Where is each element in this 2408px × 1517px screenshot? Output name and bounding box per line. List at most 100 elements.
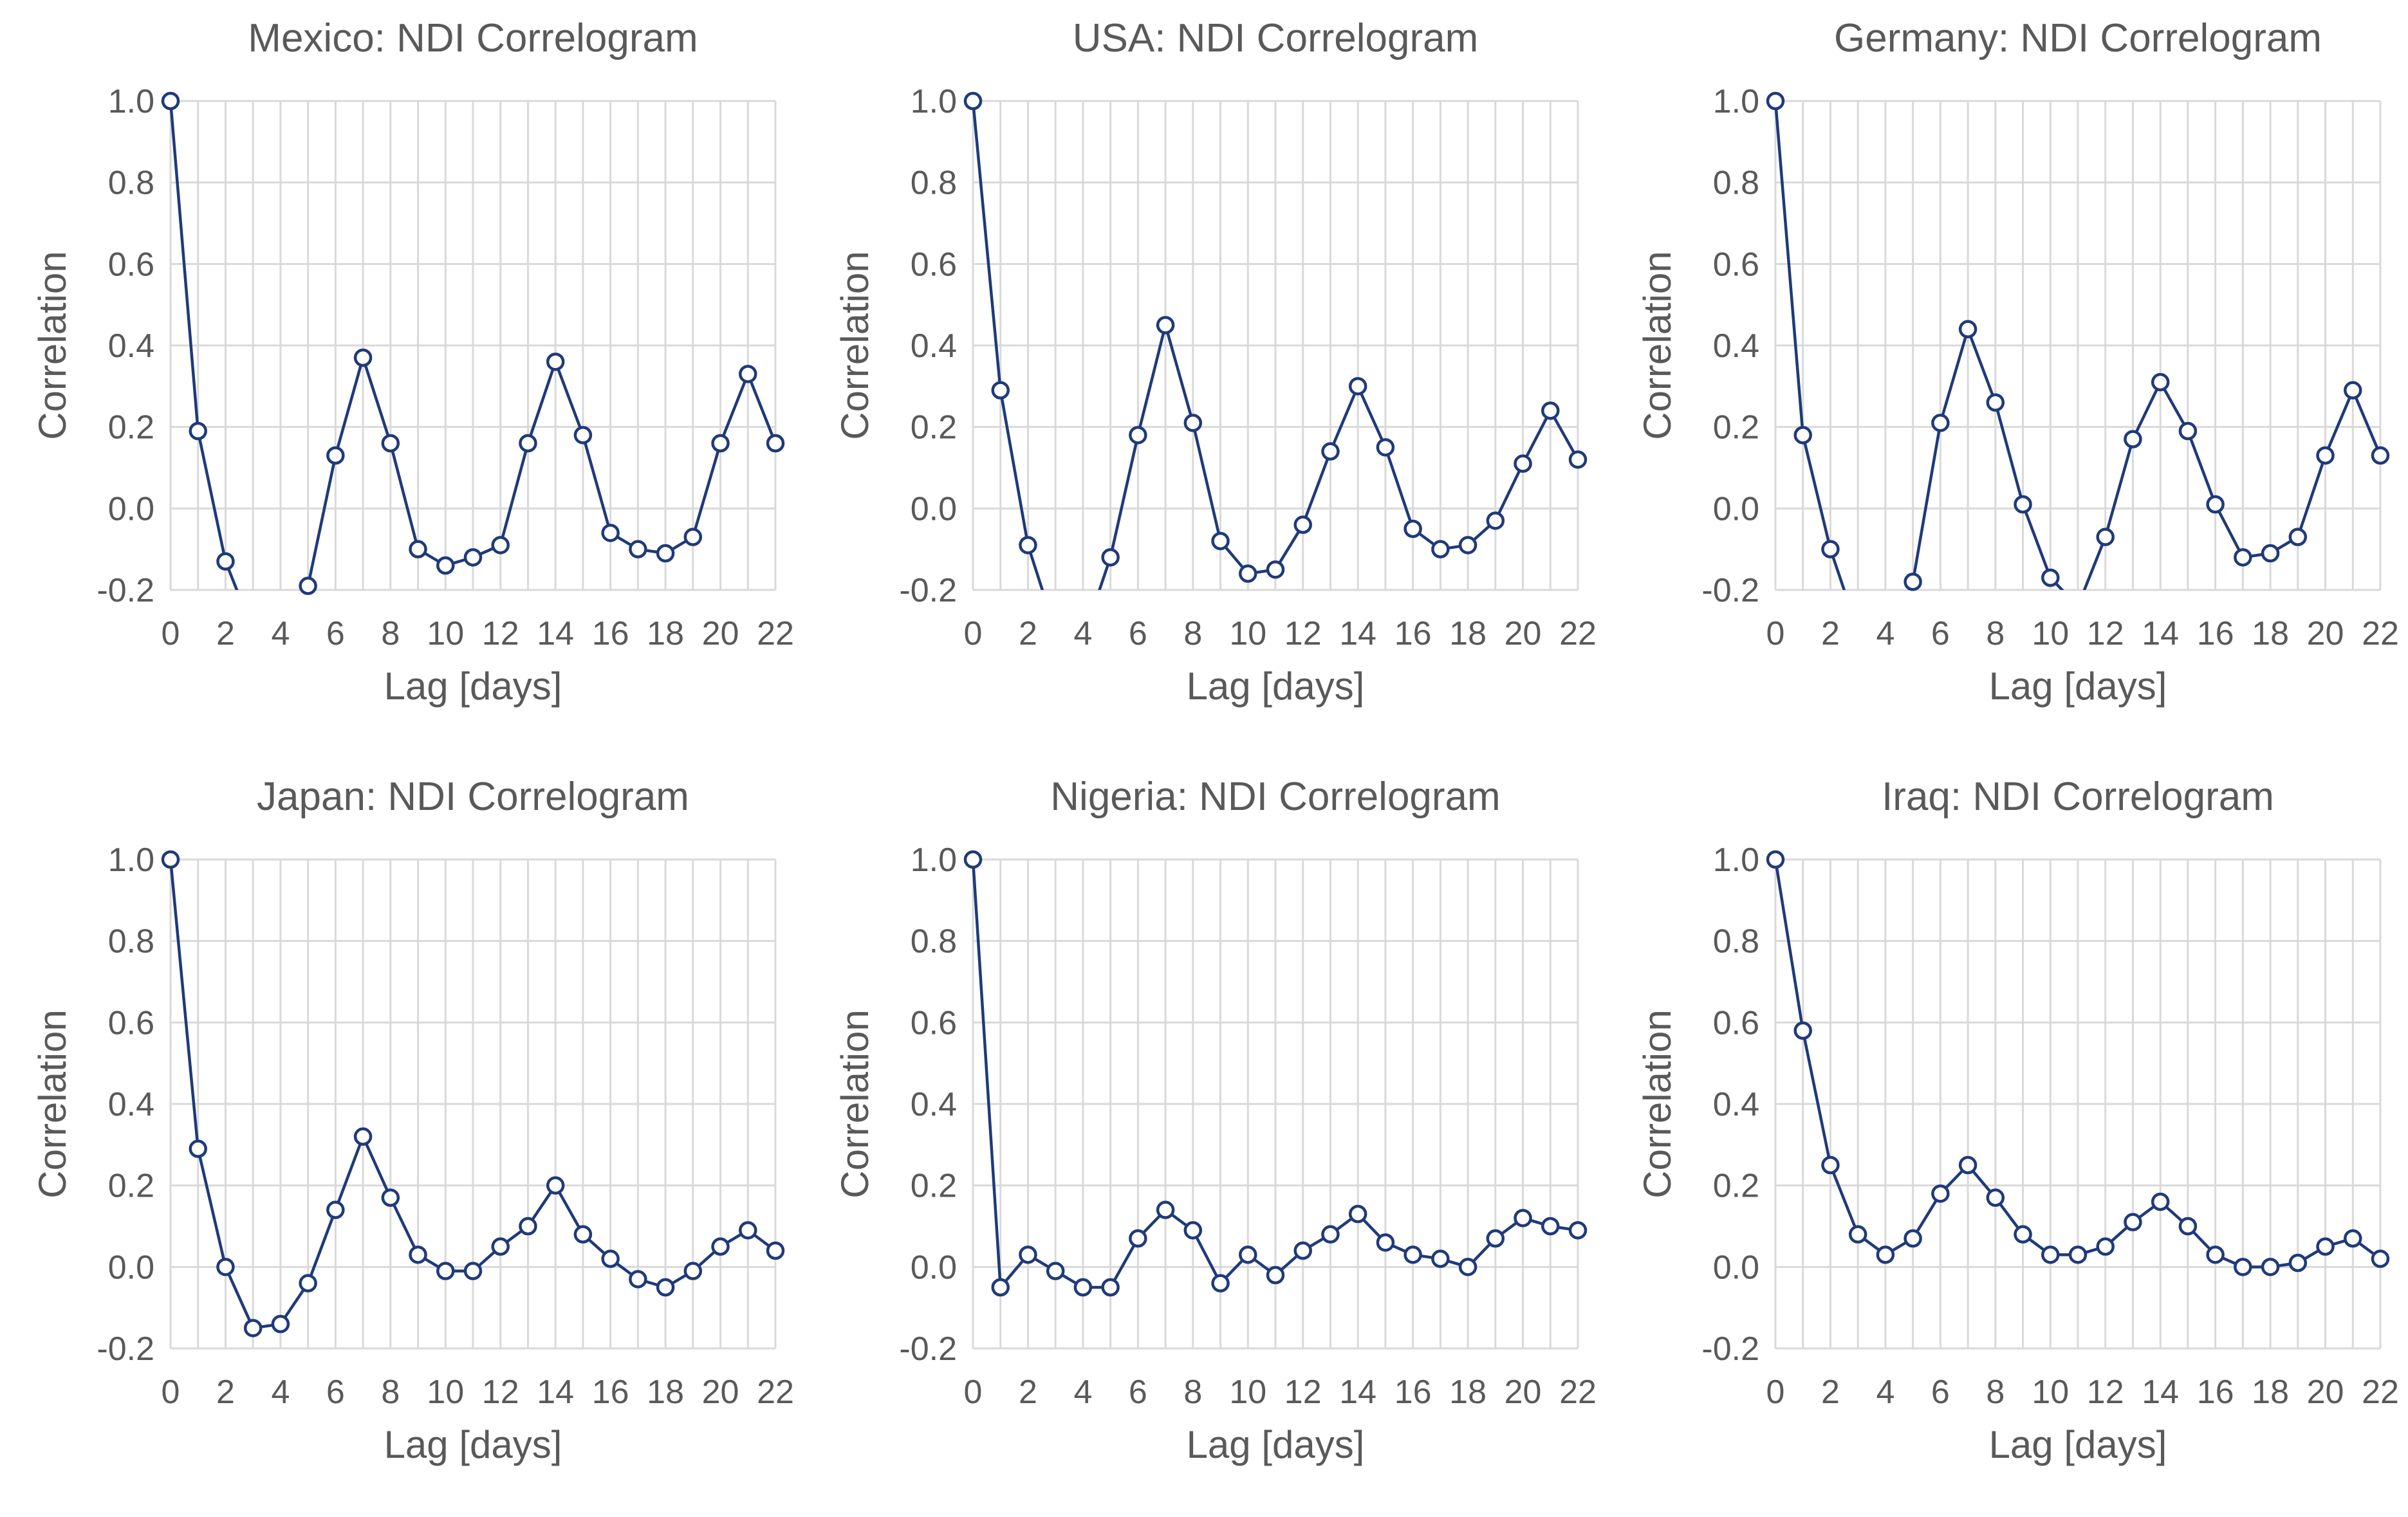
data-point — [2371, 1249, 2390, 1268]
data-point — [491, 1237, 510, 1256]
y-tick-label: 0.4 — [108, 1086, 154, 1123]
y-tick-label: 0.4 — [1713, 327, 1759, 365]
y-tick-label: -0.2 — [97, 1330, 154, 1368]
y-tick-label: 0.8 — [108, 923, 154, 961]
data-point — [1239, 1246, 1257, 1264]
data-point — [1073, 1278, 1093, 1297]
y-axis-label: Correlation — [31, 1009, 74, 1198]
data-point — [573, 426, 593, 445]
y-tick-label: 0.0 — [911, 490, 957, 528]
data-point — [2344, 381, 2362, 400]
data-point — [963, 850, 983, 869]
x-tick-label: 22 — [757, 1374, 794, 1411]
y-tick-label: 1.0 — [911, 841, 957, 879]
data-point — [2041, 568, 2060, 587]
data-point — [1821, 540, 1840, 558]
x-tick-label: 10 — [2032, 615, 2069, 652]
data-point — [271, 1314, 290, 1334]
data-point — [1101, 1278, 1120, 1297]
x-tick-label: 20 — [702, 615, 739, 652]
data-point — [326, 446, 345, 465]
x-tick-label: 14 — [1339, 1374, 1376, 1411]
x-tick-label: 14 — [537, 1374, 574, 1411]
x-tick-label: 16 — [1394, 1374, 1432, 1411]
x-axis-label: Lag [days] — [1989, 665, 2167, 708]
x-tick-label: 12 — [2087, 1374, 2124, 1411]
data-point — [1211, 1274, 1230, 1292]
y-tick-label: 0.2 — [911, 409, 957, 446]
y-tick-label: 1.0 — [108, 841, 154, 879]
data-point — [1541, 1217, 1560, 1236]
data-point — [2014, 495, 2032, 514]
y-tick-label: -0.2 — [97, 572, 154, 609]
data-point — [463, 1262, 483, 1280]
data-point — [991, 381, 1010, 400]
data-point — [963, 91, 983, 111]
x-tick-label: 12 — [1284, 1374, 1322, 1411]
data-point — [1931, 1184, 1950, 1203]
data-point — [2041, 1246, 2060, 1264]
y-tick-label: 0.8 — [1713, 923, 1759, 961]
x-tick-label: 12 — [2087, 615, 2124, 652]
data-point — [2151, 1192, 2170, 1211]
data-point — [1321, 1225, 1340, 1244]
x-tick-label: 8 — [1183, 615, 1202, 652]
y-tick-label: 0.6 — [108, 1004, 154, 1042]
data-point — [1793, 1021, 1812, 1040]
data-point — [766, 1241, 785, 1260]
data-point — [1321, 442, 1340, 461]
y-axis-label: Correlation — [833, 251, 876, 439]
data-point — [1568, 450, 1588, 469]
x-tick-label: 18 — [1449, 1374, 1486, 1411]
x-tick-label: 18 — [2252, 1374, 2289, 1411]
chart-usa: USA: NDI Correlogram 1.0 0.8 0.6 0.4 0.2 0.0 -0… — [833, 16, 1597, 708]
y-axis-label: Correlation — [833, 1009, 876, 1198]
data-point — [2206, 1246, 2225, 1264]
x-tick-label: 10 — [427, 615, 464, 652]
y-tick-label: 0.2 — [1713, 409, 1759, 446]
x-tick-label: 6 — [1129, 615, 1147, 652]
chart-nigeria: Nigeria: NDI Correlogram 1.0 0.8 0.6 0.4 0.2 0… — [833, 775, 1597, 1466]
x-tick-label: 20 — [2307, 615, 2344, 652]
y-tick-label: 0.4 — [911, 327, 957, 365]
data-point — [1541, 401, 1560, 420]
data-point — [2261, 544, 2280, 563]
data-point — [2124, 1213, 2142, 1231]
chart-japan: Japan: NDI Correlogram 1.0 0.8 0.6 0.4 0.2 0.0… — [31, 775, 794, 1466]
data-point — [1403, 1246, 1422, 1264]
data-point — [1183, 1221, 1203, 1240]
data-point — [629, 1270, 647, 1289]
x-tick-label: 8 — [381, 1374, 400, 1411]
x-tick-label: 0 — [964, 1374, 983, 1411]
y-tick-label: 0.4 — [108, 327, 154, 365]
y-axis-label: Correlation — [1636, 1009, 1679, 1198]
data-point — [1156, 316, 1175, 335]
x-tick-label: 12 — [482, 1374, 519, 1411]
x-tick-label: 20 — [1505, 1374, 1542, 1411]
data-point — [573, 1225, 593, 1244]
data-point — [1019, 1246, 1037, 1264]
data-point — [2316, 1237, 2335, 1256]
y-tick-label: 0.0 — [108, 490, 154, 528]
data-point — [1019, 536, 1037, 555]
x-axis-label: Lag [days] — [384, 665, 562, 708]
data-point — [1046, 1262, 1065, 1280]
data-point — [381, 434, 400, 453]
data-point — [299, 576, 317, 595]
data-point — [1793, 426, 1812, 445]
data-point — [1129, 426, 1147, 445]
y-tick-label: 0.8 — [108, 165, 154, 202]
x-tick-label: 16 — [592, 1374, 629, 1411]
x-tick-label: 22 — [1559, 615, 1597, 652]
x-tick-label: 14 — [2142, 1374, 2179, 1411]
x-tick-label: 20 — [702, 1374, 739, 1411]
y-tick-label: -0.2 — [899, 1330, 957, 1368]
x-tick-label: 0 — [964, 615, 983, 652]
y-tick-label: -0.2 — [1701, 572, 1759, 609]
x-tick-label: 6 — [1129, 1374, 1147, 1411]
data-point — [1348, 1204, 1367, 1224]
chart-title: Germany: NDI Correlogram — [1834, 16, 2322, 60]
x-tick-label: 14 — [537, 615, 574, 652]
data-point — [1293, 1241, 1312, 1260]
x-tick-label: 10 — [427, 1374, 464, 1411]
